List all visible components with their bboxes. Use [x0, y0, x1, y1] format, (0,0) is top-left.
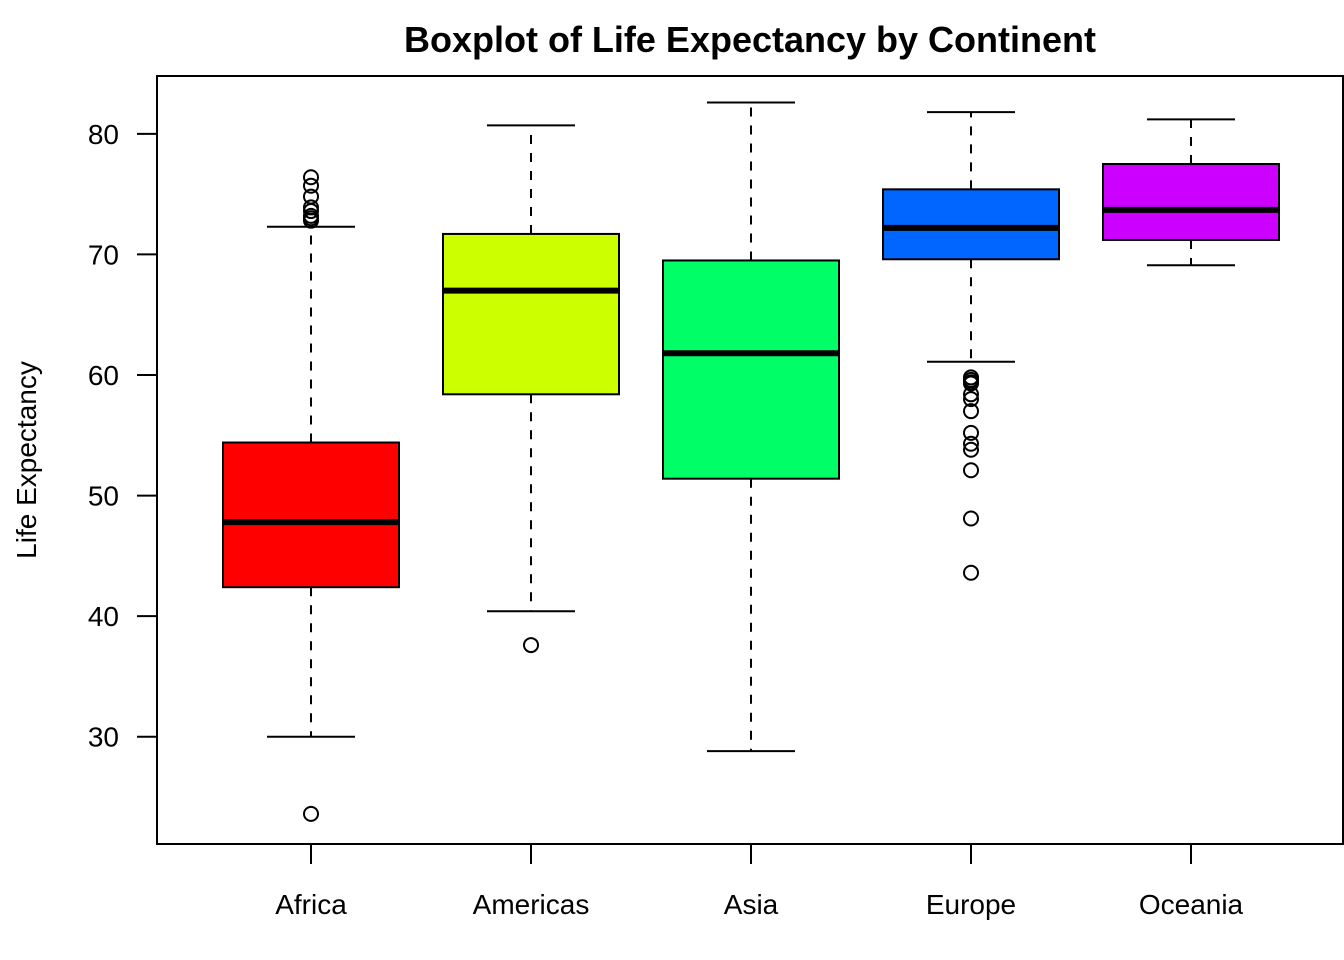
- y-tick-label: 80: [88, 119, 119, 150]
- iqr-box: [1102, 163, 1280, 241]
- outlier-point: [303, 169, 319, 186]
- x-tick-label-europe: Europe: [926, 889, 1016, 920]
- box-asia: [662, 101, 840, 753]
- outlier-point: [303, 203, 319, 220]
- y-tick-label: 40: [88, 601, 119, 632]
- iqr-box: [882, 188, 1060, 261]
- x-tick-label-africa: Africa: [275, 889, 347, 920]
- y-axis-label: Life Expectancy: [11, 361, 42, 559]
- x-axis: Africa Americas Asia Europe Oceania: [275, 843, 1244, 920]
- chart-title: Boxplot of Life Expectancy by Continent: [404, 19, 1096, 60]
- outlier-point: [303, 177, 319, 194]
- outlier-point: [963, 403, 979, 420]
- outlier-point: [963, 510, 979, 527]
- iqr-box: [662, 259, 840, 480]
- x-tick-label-americas: Americas: [473, 889, 590, 920]
- y-tick-label: 30: [88, 722, 119, 753]
- boxes-group: [222, 101, 1280, 822]
- box-americas: [442, 124, 620, 654]
- outlier-point: [963, 564, 979, 581]
- outlier-point: [303, 212, 319, 229]
- box-europe: [882, 111, 1060, 581]
- box-africa: [222, 169, 400, 822]
- outlier-point: [963, 441, 979, 458]
- outlier-point: [963, 375, 979, 392]
- y-axis: 30 40 50 60 70 80: [88, 119, 158, 753]
- outlier-point: [963, 391, 979, 408]
- y-tick-label: 50: [88, 481, 119, 512]
- outlier-point: [963, 424, 979, 441]
- iqr-box: [222, 441, 400, 589]
- outlier-point: [963, 462, 979, 479]
- box-oceania: [1102, 118, 1280, 267]
- iqr-box: [442, 232, 620, 396]
- outlier-point: [523, 637, 539, 654]
- y-tick-label: 70: [88, 239, 119, 270]
- outlier-point: [963, 435, 979, 452]
- outlier-point: [303, 805, 319, 822]
- x-tick-label-oceania: Oceania: [1139, 889, 1244, 920]
- outlier-point: [963, 386, 979, 403]
- y-tick-label: 60: [88, 360, 119, 391]
- x-tick-label-asia: Asia: [724, 889, 779, 920]
